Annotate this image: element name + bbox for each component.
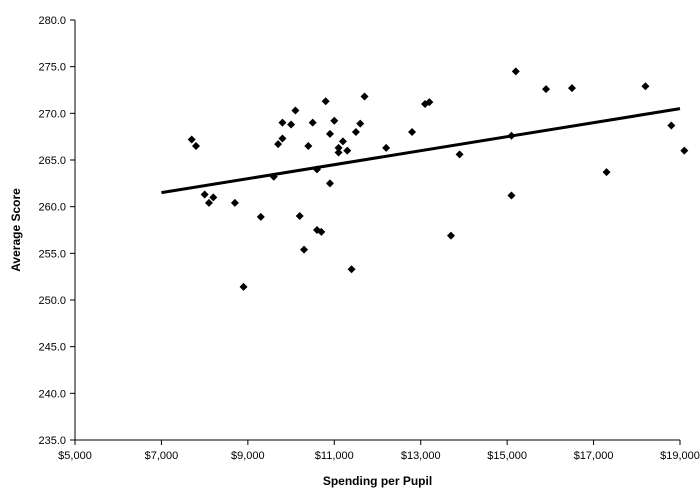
chart-background [0,0,700,501]
x-tick-label: $19,000 [660,450,700,462]
y-tick-label: 275.0 [38,62,66,74]
x-tick-label: $5,000 [58,450,92,462]
y-tick-label: 250.0 [38,295,66,307]
y-tick-label: 235.0 [38,435,66,447]
y-tick-label: 270.0 [38,108,66,120]
y-tick-label: 245.0 [38,342,66,354]
scatter-chart: $5,000 $7,000 $9,000 $11,000 $13,000 $15,000 $… [0,0,700,501]
x-tick-label: $15,000 [487,450,527,462]
y-tick-label: 265.0 [38,155,66,167]
x-tick-label: $7,000 [145,450,179,462]
y-axis-label: Average Score [9,188,23,272]
x-tick-label: $11,000 [315,450,354,462]
x-tick-label: $9,000 [231,450,265,462]
y-tick-label: 255.0 [38,248,66,260]
x-tick-label: $13,000 [401,450,441,462]
y-tick-label: 240.0 [38,388,66,400]
y-tick-label: 280.0 [38,15,66,27]
x-tick-label: $17,000 [574,450,614,462]
x-axis-label: Spending per Pupil [323,474,432,488]
y-tick-label: 260.0 [38,202,66,214]
